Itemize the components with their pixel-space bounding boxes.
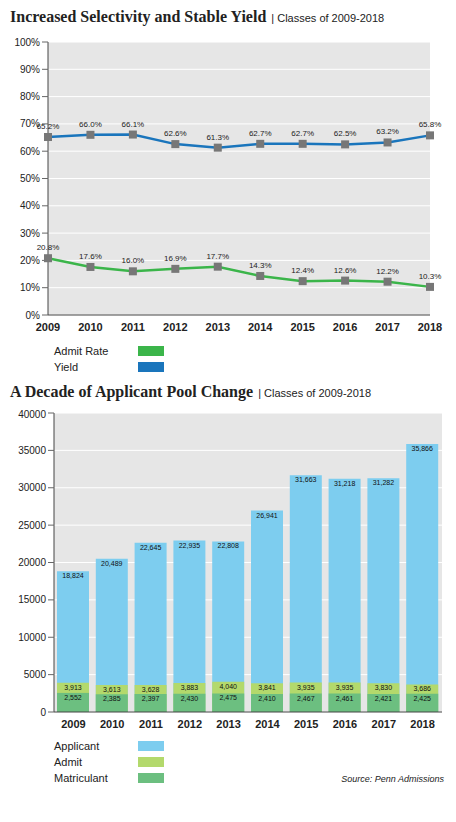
svg-text:2015: 2015: [290, 321, 314, 333]
svg-text:15000: 15000: [18, 594, 46, 605]
svg-text:2013: 2013: [206, 321, 230, 333]
svg-text:2018: 2018: [410, 718, 434, 730]
svg-text:61.3%: 61.3%: [206, 133, 229, 142]
svg-text:100%: 100%: [14, 37, 40, 48]
html-text:Increased Selectivity and Stab: Increased Selectivity and Stable Yield |…: [10, 8, 385, 25]
svg-text:30000: 30000: [18, 482, 46, 493]
svg-text:62.7%: 62.7%: [249, 129, 272, 138]
svg-text:12.2%: 12.2%: [376, 267, 399, 276]
svg-text:35,866: 35,866: [411, 445, 433, 452]
svg-text:62.5%: 62.5%: [334, 129, 357, 138]
svg-text:35000: 35000: [18, 445, 46, 456]
svg-text:10000: 10000: [18, 632, 46, 643]
svg-text:12.6%: 12.6%: [334, 266, 357, 275]
svg-text:3,686: 3,686: [413, 685, 431, 692]
html-text:Source: Penn Admissions: Source: Penn Admissions: [341, 774, 444, 784]
svg-text:40%: 40%: [20, 200, 40, 211]
svg-text:62.7%: 62.7%: [291, 129, 314, 138]
svg-text:70%: 70%: [20, 118, 40, 130]
svg-text:2,475: 2,475: [219, 694, 237, 701]
svg-text:12.4%: 12.4%: [291, 266, 314, 275]
svg-text:16.0%: 16.0%: [122, 256, 145, 265]
svg-text:3,830: 3,830: [375, 684, 393, 691]
svg-text:20.8%: 20.8%: [37, 243, 60, 252]
svg-text:2017: 2017: [372, 718, 396, 730]
svg-text:16.9%: 16.9%: [164, 254, 187, 263]
svg-text:22,808: 22,808: [217, 542, 239, 549]
svg-text:0: 0: [40, 707, 46, 718]
svg-text:80%: 80%: [20, 91, 40, 102]
svg-text:2,385: 2,385: [103, 695, 121, 702]
svg-text:3,913: 3,913: [64, 684, 82, 691]
svg-text:2011: 2011: [139, 718, 163, 730]
svg-text:2,461: 2,461: [336, 695, 354, 702]
svg-text:22,645: 22,645: [140, 544, 162, 551]
svg-text:2013: 2013: [216, 718, 240, 730]
svg-text:40000: 40000: [18, 409, 46, 420]
svg-text:66.0%: 66.0%: [79, 120, 102, 129]
svg-text:5000: 5000: [24, 669, 47, 680]
html-text:A Decade of Applicant Pool Cha: A Decade of Applicant Pool Change | Clas…: [10, 383, 372, 400]
svg-text:2,410: 2,410: [258, 695, 276, 702]
html-text:Admit: Admit: [54, 756, 83, 768]
svg-text:2009: 2009: [36, 321, 60, 333]
svg-text:62.6%: 62.6%: [164, 129, 187, 138]
svg-text:17.7%: 17.7%: [206, 252, 229, 261]
svg-text:10.3%: 10.3%: [419, 272, 442, 281]
svg-text:60%: 60%: [20, 146, 40, 157]
svg-text:2010: 2010: [78, 321, 102, 333]
svg-text:4,040: 4,040: [219, 683, 237, 690]
svg-text:2016: 2016: [333, 321, 357, 333]
svg-text:31,218: 31,218: [334, 480, 356, 487]
svg-text:2012: 2012: [163, 321, 187, 333]
html-text:Applicant: Applicant: [54, 740, 100, 752]
svg-text:2018: 2018: [418, 321, 442, 333]
svg-text:2017: 2017: [375, 321, 399, 333]
svg-text:66.1%: 66.1%: [122, 120, 145, 129]
svg-text:25000: 25000: [18, 520, 46, 531]
svg-text:2011: 2011: [121, 321, 145, 333]
svg-text:2,425: 2,425: [413, 695, 431, 702]
svg-text:2,552: 2,552: [64, 694, 82, 701]
svg-text:3,841: 3,841: [258, 684, 276, 691]
svg-text:2014: 2014: [248, 321, 273, 333]
html-text:Yield: Yield: [54, 361, 79, 373]
svg-text:2015: 2015: [294, 718, 318, 730]
svg-text:0%: 0%: [26, 310, 41, 321]
html-text:Admit Rate: Admit Rate: [54, 345, 109, 357]
svg-text:31,282: 31,282: [373, 479, 395, 486]
svg-text:50%: 50%: [20, 173, 40, 184]
svg-text:3,628: 3,628: [142, 686, 160, 693]
svg-text:2014: 2014: [255, 718, 280, 730]
svg-text:3,883: 3,883: [181, 684, 199, 691]
svg-text:2,421: 2,421: [375, 695, 393, 702]
svg-text:20%: 20%: [20, 255, 40, 266]
svg-text:2,397: 2,397: [142, 695, 160, 702]
svg-text:2,430: 2,430: [181, 695, 199, 702]
svg-text:3,935: 3,935: [336, 684, 354, 691]
html-text:Matriculant: Matriculant: [54, 772, 108, 784]
svg-text:65.8%: 65.8%: [419, 120, 442, 129]
svg-text:63.2%: 63.2%: [376, 127, 399, 136]
svg-text:31,663: 31,663: [295, 476, 317, 483]
svg-text:2,467: 2,467: [297, 695, 315, 702]
svg-text:65.2%: 65.2%: [37, 122, 60, 131]
svg-text:3,613: 3,613: [103, 686, 121, 693]
svg-text:18,824: 18,824: [62, 572, 84, 579]
svg-text:14.3%: 14.3%: [249, 261, 272, 270]
svg-text:2016: 2016: [333, 718, 357, 730]
svg-text:20,489: 20,489: [101, 560, 123, 567]
svg-text:30%: 30%: [20, 228, 40, 239]
svg-text:20000: 20000: [18, 557, 46, 568]
svg-text:2009: 2009: [61, 718, 85, 730]
svg-text:17.6%: 17.6%: [79, 252, 102, 261]
svg-text:90%: 90%: [20, 64, 40, 75]
svg-text:2012: 2012: [178, 718, 202, 730]
svg-text:3,935: 3,935: [297, 684, 315, 691]
svg-text:22,935: 22,935: [179, 542, 201, 549]
svg-text:10%: 10%: [20, 282, 40, 293]
svg-text:2010: 2010: [100, 718, 124, 730]
svg-text:26,941: 26,941: [256, 512, 278, 519]
